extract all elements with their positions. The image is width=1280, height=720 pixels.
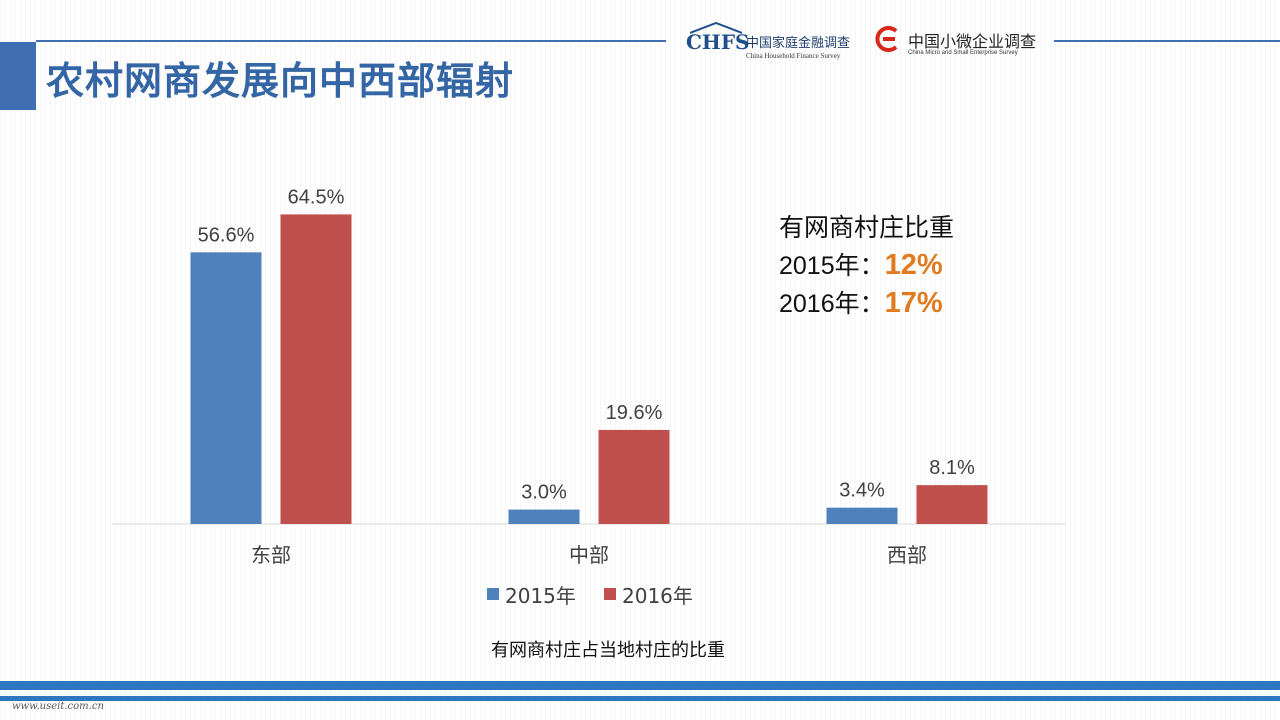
info-row-2015: 2015年：12%	[779, 247, 954, 285]
footer-stripe-top	[0, 681, 1280, 690]
footer-watermark: www.useit.com.cn	[12, 701, 104, 712]
page-title: 农村网商发展向中西部辐射	[46, 59, 515, 103]
legend-label-0: 2015年	[505, 584, 576, 608]
bar-1-0	[280, 214, 352, 524]
data-label-0-0: 56.6%	[198, 224, 255, 246]
legend-swatch-0	[487, 588, 499, 600]
category-label-1: 中部	[569, 543, 609, 567]
bar-0-0	[190, 252, 262, 524]
bar-0-2	[826, 507, 898, 524]
chfs-logo-mark: CHFS	[686, 30, 750, 54]
info-value-2016: 17%	[884, 287, 943, 319]
info-box: 有网商村庄比重 2015年：12% 2016年：17%	[779, 210, 954, 323]
chfs-logo-cn: 中国家庭金融调查	[746, 36, 851, 51]
roof-icon	[690, 22, 742, 34]
cmes-emblem-icon	[875, 26, 898, 52]
category-label-2: 西部	[887, 543, 927, 567]
bar-1-1	[598, 429, 670, 524]
info-year-2015: 2015年：	[779, 252, 885, 280]
bar-1-2	[916, 485, 988, 524]
footer-stripe-bottom	[0, 696, 1280, 701]
bar-0-1	[508, 509, 580, 524]
cmes-logo-cn: 中国小微企业调查	[908, 32, 1037, 51]
cmes-logo-en: China Micro and Small Enterprise Survey	[908, 50, 1018, 56]
header-divider-left	[36, 40, 666, 42]
title-accent-bar	[0, 42, 36, 110]
category-label-0: 东部	[251, 543, 291, 567]
chfs-logo-en: China Household Finance Survey	[746, 52, 841, 60]
data-label-0-2: 3.4%	[839, 480, 885, 502]
header-divider-right	[1054, 40, 1280, 42]
data-label-1-1: 19.6%	[606, 402, 663, 424]
cmes-logo: 中国小微企业调查 China Micro and Small Enterpris…	[874, 22, 1054, 62]
info-row-2016: 2016年：17%	[779, 285, 954, 323]
info-year-2016: 2016年：	[779, 290, 885, 318]
info-value-2015: 12%	[884, 249, 943, 281]
legend-swatch-1	[604, 588, 616, 600]
data-label-0-1: 3.0%	[521, 482, 567, 504]
chart-caption: 有网商村庄占当地村庄的比重	[491, 640, 725, 661]
data-label-1-2: 8.1%	[929, 457, 975, 479]
chfs-logo: CHFS 中国家庭金融调查 China Household Finance Su…	[686, 22, 866, 62]
data-label-1-0: 64.5%	[288, 186, 345, 208]
info-heading: 有网商村庄比重	[779, 214, 955, 242]
legend-label-1: 2016年	[622, 584, 693, 608]
